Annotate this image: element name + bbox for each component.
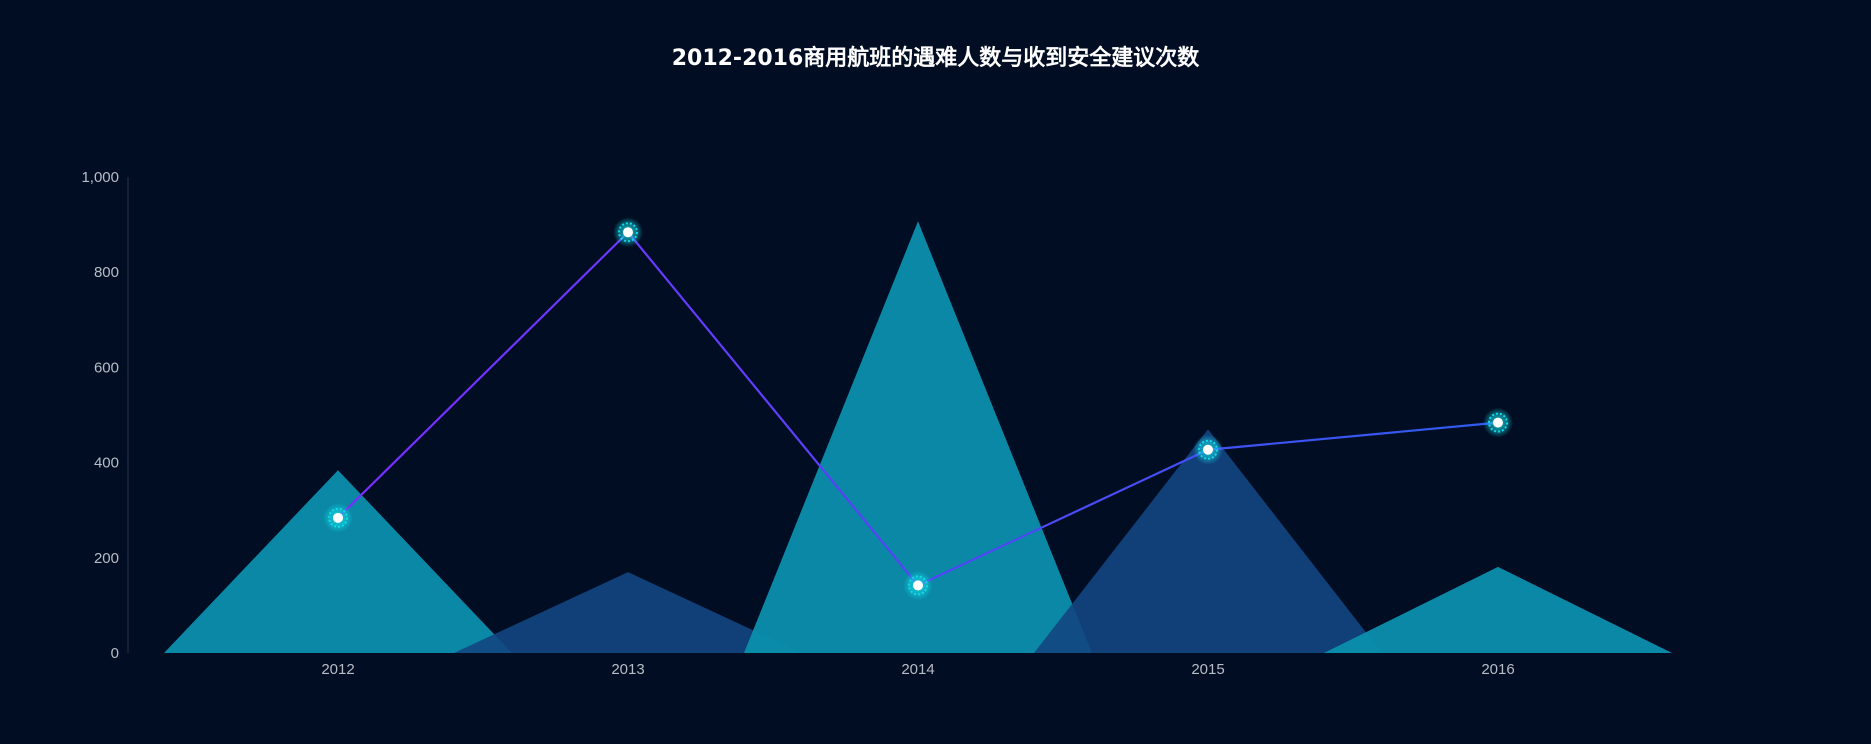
- x-tick-label: 2015: [1191, 661, 1224, 678]
- x-tick-label: 2014: [901, 661, 934, 678]
- line-point: [1203, 445, 1213, 455]
- line-point: [333, 513, 343, 523]
- line-point: [623, 227, 633, 237]
- x-tick-label: 2013: [611, 661, 644, 678]
- x-tick-label: 2012: [321, 661, 354, 678]
- line-point: [913, 580, 923, 590]
- triangle-bar: [1324, 567, 1672, 653]
- y-tick-label: 200: [94, 550, 119, 567]
- y-tick-label: 1,000: [81, 169, 119, 186]
- y-tick-label: 600: [94, 359, 119, 376]
- y-axis: 0 200 400 600 800 1,000: [81, 169, 119, 662]
- line-point: [1493, 418, 1503, 428]
- x-tick-label: 2016: [1481, 661, 1514, 678]
- y-tick-label: 0: [111, 645, 119, 662]
- x-axis: 2012 2013 2014 2015 2016: [321, 661, 1514, 678]
- y-tick-label: 800: [94, 264, 119, 281]
- y-tick-label: 400: [94, 455, 119, 472]
- triangle-bar: [164, 470, 512, 653]
